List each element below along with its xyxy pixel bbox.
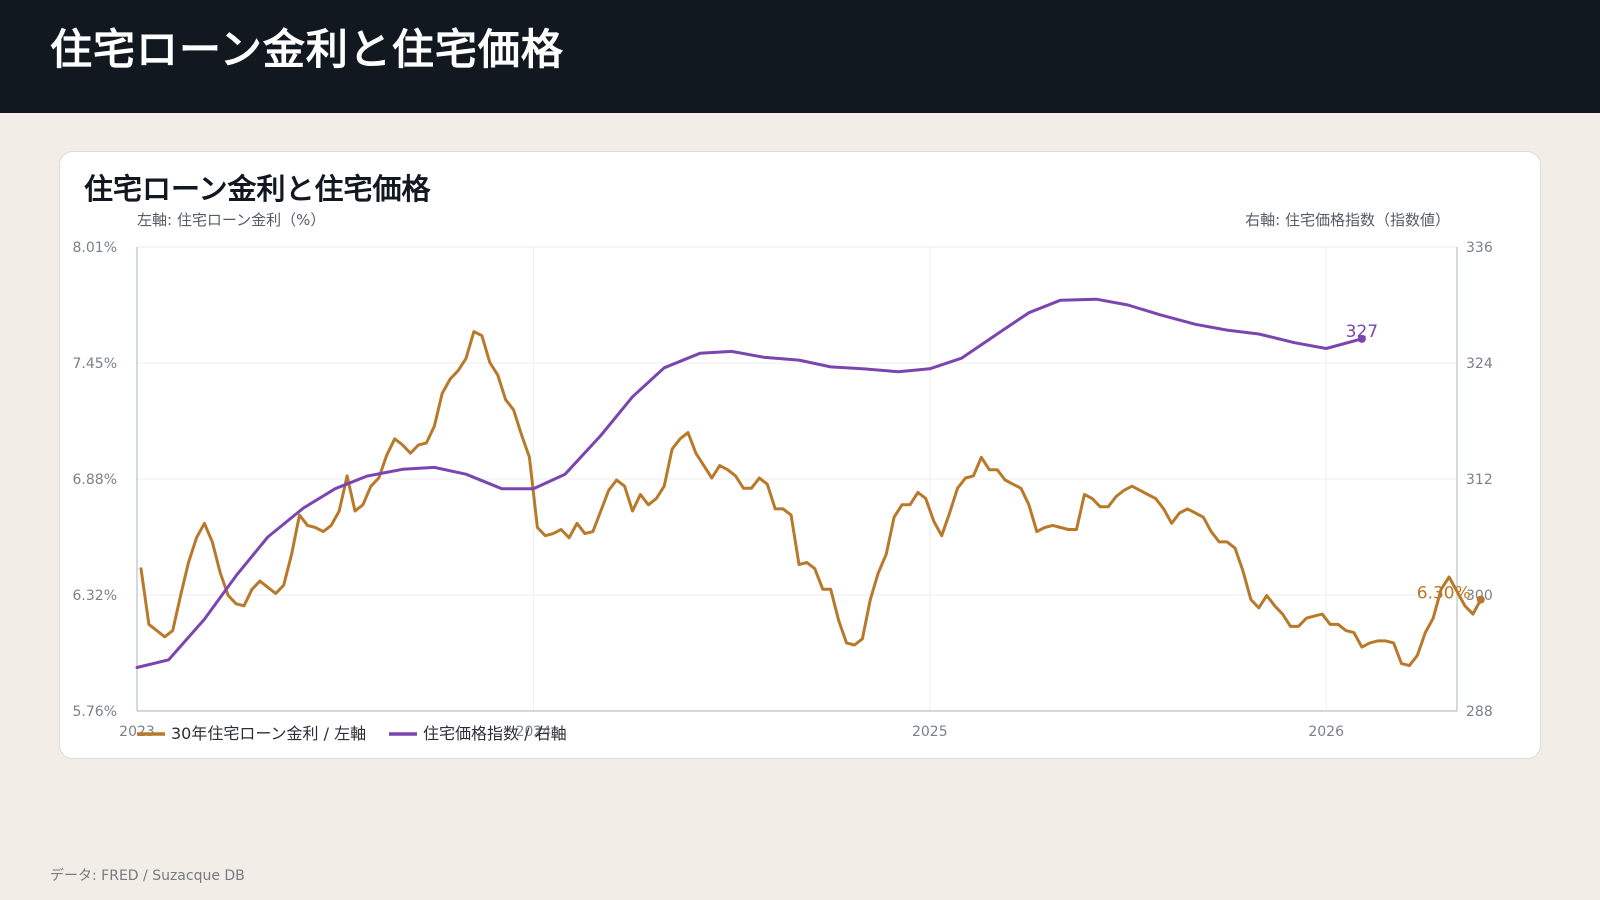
chart-title: 住宅ローン金利と住宅価格	[84, 172, 431, 206]
right-tick-label: 324	[1466, 356, 1493, 372]
x-tick-label: 2026	[1308, 724, 1344, 740]
mortgage-rate-end-point	[1476, 595, 1485, 604]
right-tick-label: 312	[1466, 472, 1493, 488]
x-tick-label: 2024	[516, 724, 552, 740]
home-price-index-end-label: 327	[1346, 322, 1378, 342]
data-source-note: データ: FRED / Suzacque DB	[50, 868, 245, 884]
line-chart: 8.01%3367.45%3246.88%3126.32%3005.76%288…	[73, 240, 1493, 743]
left-axis-caption: 左軸: 住宅ローン金利（%）	[137, 211, 326, 229]
page-title: 住宅ローン金利と住宅価格	[50, 25, 564, 74]
left-tick-label: 6.88%	[73, 472, 117, 488]
chart-card: 住宅ローン金利と住宅価格 左軸: 住宅ローン金利（%） 右軸: 住宅価格指数（指…	[59, 151, 1541, 759]
home-price-index-end-point	[1357, 334, 1366, 343]
home-price-index-line	[135, 297, 1364, 669]
mortgage-rate-line	[139, 330, 1483, 668]
right-tick-label: 336	[1466, 240, 1493, 256]
left-tick-label: 5.76%	[73, 704, 117, 720]
legend-label: 30年住宅ローン金利 / 左軸	[171, 724, 366, 743]
mortgage-rate-end-label: 6.30%	[1417, 584, 1471, 604]
x-tick-label: 2025	[912, 724, 948, 740]
left-tick-label: 6.32%	[73, 588, 117, 604]
top-bar: 住宅ローン金利と住宅価格	[0, 0, 1600, 113]
left-tick-label: 7.45%	[73, 356, 117, 372]
legend-label: 住宅価格指数 / 右軸	[423, 724, 567, 743]
x-tick-label: 2023	[119, 724, 155, 740]
left-tick-label: 8.01%	[73, 240, 117, 256]
right-tick-label: 288	[1466, 704, 1493, 720]
right-axis-caption: 右軸: 住宅価格指数（指数値）	[1245, 211, 1450, 229]
